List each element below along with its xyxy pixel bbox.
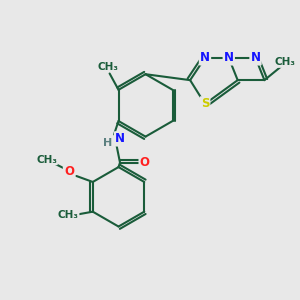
Text: O: O: [140, 156, 150, 169]
Text: N: N: [115, 132, 125, 146]
Text: N: N: [224, 51, 234, 64]
Text: S: S: [201, 98, 209, 110]
Text: CH₃: CH₃: [275, 57, 296, 67]
Text: N: N: [200, 51, 210, 64]
Text: CH₃: CH₃: [58, 210, 79, 220]
Text: O: O: [64, 165, 74, 178]
Text: CH₃: CH₃: [36, 155, 57, 165]
Text: N: N: [250, 51, 260, 64]
Text: CH₃: CH₃: [98, 61, 118, 72]
Text: H: H: [103, 138, 113, 148]
